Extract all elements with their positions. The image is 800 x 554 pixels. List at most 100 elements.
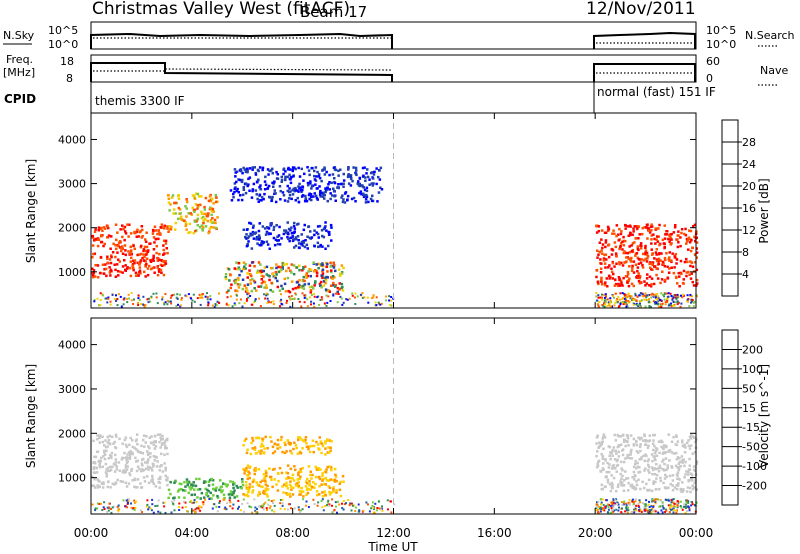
scatter-cell [298,268,301,272]
scatter-cell [349,175,352,178]
scatter-cell [681,444,685,447]
scatter-cell [261,225,265,228]
scatter-cell [640,457,643,461]
scatter-cell [667,486,670,489]
scatter-cell [260,270,264,273]
scatter-cell [604,253,608,256]
scatter-cell [619,279,623,283]
scatter-cell [253,281,257,284]
scatter-cell [121,247,124,250]
scatter-cell [255,289,258,292]
scatter-cell [377,191,381,194]
scatter-cell [288,173,291,177]
scatter-cell [316,241,320,245]
scatter-cell [199,497,202,500]
scatter-cell [603,305,606,308]
scatter-cell [212,494,215,497]
scatter-cell [170,511,173,514]
scatter-cell [319,189,322,193]
scatter-cell [108,469,111,473]
scatter-cell [141,468,144,471]
scatter-cell [137,450,140,454]
scatter-cell [156,232,159,236]
scatter-cell [663,256,667,260]
scatter-cell [628,295,631,298]
scatter-cell [152,482,156,485]
scatter-cell [658,223,661,227]
scatter-cell [610,501,613,504]
scatter-cell [293,227,297,230]
scatter-cell [151,480,154,484]
scatter-cell [144,265,147,268]
scatter-cell [111,251,115,254]
scatter-cell [307,447,310,451]
scatter-cell [286,276,290,280]
scatter-cell [646,459,649,463]
scatter-cell [159,263,163,267]
scatter-cell [304,485,308,488]
scatter-cell [306,247,309,250]
scatter-cell [138,253,142,256]
scatter-cell [683,505,686,508]
scatter-cell [639,501,641,504]
scatter-cell [110,454,113,458]
scatter-cell [228,279,231,282]
scatter-cell [601,507,604,510]
scatter-cell [96,264,100,267]
scatter-cell [116,304,119,307]
scatter-cell [378,169,381,172]
scatter-cell [297,485,300,489]
scatter-cell [145,231,148,234]
scatter-cell [286,221,289,224]
scatter-cell [244,263,247,266]
scatter-cell [259,452,262,455]
scatter-cell [299,468,302,471]
scatter-cell [604,281,607,284]
scatter-cell [390,500,392,503]
scatter-cell [200,210,203,214]
scatter-cell [689,264,692,268]
scatter-cell [599,510,602,513]
scatter-cell [313,503,316,505]
scatter-cell [158,477,162,481]
scatter-cell [294,238,297,241]
scatter-cell [298,283,301,287]
scatter-cell [657,498,659,501]
scatter-cell [618,263,621,266]
scatter-cell [176,490,180,493]
scatter-cell [98,466,102,469]
scatter-cell [320,451,323,455]
scatter-cell [284,178,287,181]
scatter-cell [219,479,222,482]
scatter-cell [298,508,300,511]
scatter-cell [203,208,207,211]
scatter-cell [207,489,210,493]
scatter-cell [327,499,330,502]
scatter-cell [673,254,676,258]
scatter-cell [609,305,612,308]
scatter-cell [157,499,160,502]
scatter-cell [622,438,626,441]
scatter-cell [96,486,100,489]
scatter-cell [102,481,105,484]
scatter-cell [654,242,657,245]
scatter-cell [200,506,203,509]
scatter-cell [211,216,214,220]
scatter-cell [199,296,202,299]
scatter-cell [241,171,244,175]
scatter-cell [199,203,202,207]
scatter-cell [270,169,273,172]
scatter-cell [368,510,371,513]
scatter-cell [283,451,287,455]
scatter-cell [365,186,369,190]
scatter-cell [99,502,102,505]
scatter-cell [273,180,276,183]
scatter-cell [636,461,639,465]
scatter-cell [101,440,105,444]
scatter-cell [670,466,674,469]
scatter-cell [263,192,266,196]
scatter-cell [648,488,651,492]
scatter-cell [264,483,268,486]
scatter-cell [635,303,638,306]
scatter-cell [601,252,604,255]
